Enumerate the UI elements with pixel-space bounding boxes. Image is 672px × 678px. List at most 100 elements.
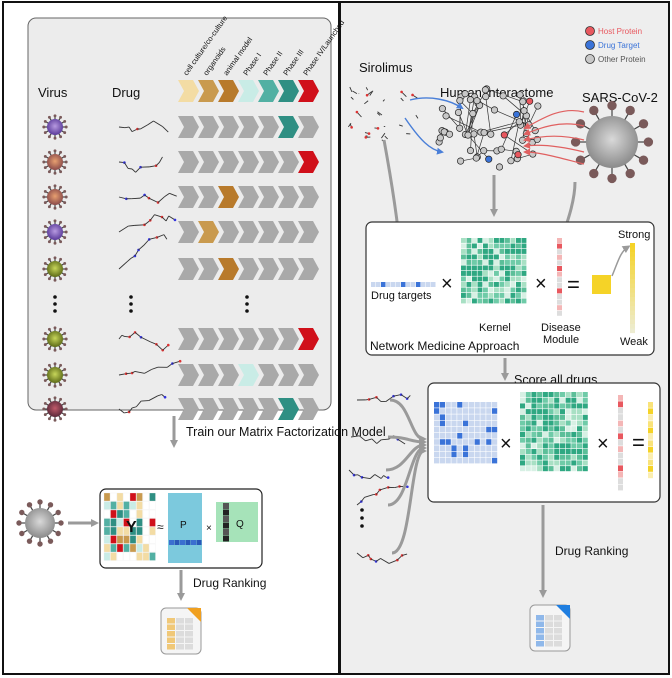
row-1-phase-3 [218,116,239,138]
legend-dot-1 [585,26,595,36]
left-ranking-label: Drug Ranking [193,576,266,590]
candidate-molecule-4 [356,485,409,506]
times-symbol-1: × [441,273,453,295]
phase-header-7 [298,80,319,102]
times-symbol-2: × [535,273,547,295]
row-2-phase-6 [278,151,299,173]
drug-column [118,120,182,414]
drug-molecule-icon-9 [118,394,167,414]
row-2-phase-7 [298,151,319,173]
phase-header-5 [258,80,279,102]
score-square [592,275,611,294]
virus-icon-4 [42,219,68,245]
row-5-phase-1 [178,258,199,280]
left-corona-body [16,499,64,547]
row-9-phase-4 [238,398,259,420]
drug-molecule-icon-5 [118,234,168,270]
row-5-phase-5 [258,258,279,280]
result-score-vector [648,402,653,479]
row-2-phase-5 [258,151,279,173]
row-9-phase-1 [178,398,199,420]
row-7-phase-1 [178,328,199,350]
row-8-phase-7 [298,364,319,386]
score-times-1: × [500,433,512,455]
sirolimus-label: Sirolimus [359,60,413,75]
kernel-matrix-2 [520,392,588,472]
drug-target-vector [371,282,436,287]
disease-module-vector [557,238,562,316]
row-7-phase-3 [218,328,239,350]
right-ranking-label: Drug Ranking [555,544,628,558]
row-8-phase-5 [258,364,279,386]
row-5-phase-4 [238,258,259,280]
virus-icon-2 [42,149,68,175]
candidate-molecule-3 [348,469,390,480]
disease-label-line1: Disease [541,322,581,334]
strong-label: Strong [618,229,650,241]
kernel-matrix [461,238,527,304]
score-equals: = [632,430,645,455]
score-times-2: × [597,433,609,455]
drug-molecule-icon-8 [118,359,182,376]
row-9-phase-3 [218,398,239,420]
y-matrix-label: Y [126,519,137,536]
disease-label-line2: Module [543,334,579,346]
human-interactome-network [435,85,542,171]
row-4-phase-2 [198,221,219,243]
p-matrix [168,493,202,563]
row-5-phase-6 [278,258,299,280]
network-medicine-box [365,221,655,356]
virus-icon-1 [42,114,68,140]
row-1-phase-1 [178,116,199,138]
row-7-phase-5 [258,328,279,350]
score-arrow [611,245,631,277]
candidate-molecule-1 [356,393,411,403]
row-7-phase-7 [298,328,319,350]
row-5-phase-7 [298,258,319,280]
phase-chevron-rows [178,116,319,420]
virus-header: Virus [38,85,68,100]
drug-targets-label: Drug targets [371,290,432,302]
row-5-phase-3 [218,258,239,280]
row-9-phase-2 [198,398,219,420]
q-matrix-highlight-column [223,503,229,542]
network-medicine-title: Network Medicine Approach [370,339,519,353]
row-3-phase-5 [258,186,279,208]
right-ranking-document-icon [529,604,571,652]
drug-molecule-icon-2 [118,156,163,173]
row-4-phase-1 [178,221,199,243]
row-3-phase-3 [218,186,239,208]
row-2-phase-3 [218,151,239,173]
candidate-molecule-5 [356,552,408,564]
row-1-phase-4 [238,116,259,138]
drug-molecule-icon-1 [118,120,169,133]
interaction-arrows [404,97,585,165]
converging-arrows [385,398,427,555]
strength-scale-bar [630,243,635,334]
drug-molecule-icon-3 [118,192,177,204]
row-3-phase-6 [278,186,299,208]
row-2-phase-4 [238,151,259,173]
row-8-phase-2 [198,364,219,386]
row-3-phase-7 [298,186,319,208]
disease-module-vector-2 [618,395,623,491]
kernel-label: Kernel [479,322,511,334]
sars-cov-2-icon [570,100,654,184]
row-3-phase-1 [178,186,199,208]
p-matrix-highlight-row [169,540,202,545]
row-4-phase-4 [238,221,259,243]
ellipsis-row [53,295,249,313]
drug-molecule-icon-7 [118,331,170,352]
virus-icon-7 [42,326,68,352]
row-4-phase-7 [298,221,319,243]
legend-dot-3 [585,54,595,64]
row-8-phase-1 [178,364,199,386]
phase-header-4 [238,80,259,102]
row-4-phase-5 [258,221,279,243]
row-7-phase-4 [238,328,259,350]
row-1-phase-5 [258,116,279,138]
virus-icon-3 [42,184,68,210]
row-3-phase-4 [238,186,259,208]
row-8-phase-3 [218,364,239,386]
phase-header-1 [178,80,199,102]
